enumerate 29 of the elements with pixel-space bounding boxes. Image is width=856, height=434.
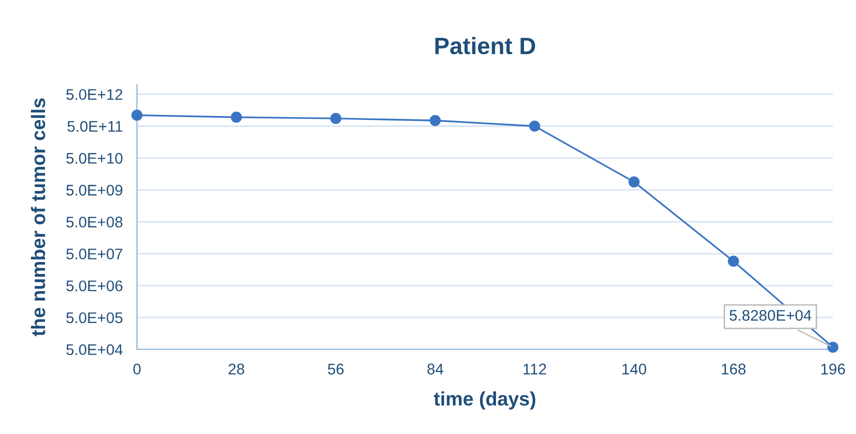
point xyxy=(628,176,640,188)
point xyxy=(827,342,838,353)
point xyxy=(230,112,242,123)
y-tick-label: 5.0E+08 xyxy=(66,216,122,228)
x-tick-label: 28 xyxy=(228,364,244,374)
x-tick-label: 196 xyxy=(821,364,845,374)
y-tick-label: 5.0E+04 xyxy=(66,344,123,356)
y-tick-label: 5.0E+07 xyxy=(66,248,122,260)
x-tick-label: 140 xyxy=(622,364,646,374)
point xyxy=(131,110,143,121)
y-tick-label: 5.0E+05 xyxy=(66,312,122,324)
y-tick-label: 5.0E+10 xyxy=(66,152,122,164)
data-label: 5.8280E+04 xyxy=(730,310,812,321)
y-axis-title: the number of tumor cells xyxy=(30,98,46,336)
y-tick-label: 5.0E+11 xyxy=(67,120,122,132)
chart-title: Patient D xyxy=(435,36,536,54)
x-tick-label: 112 xyxy=(524,364,546,374)
x-axis-title: time (days) xyxy=(434,391,536,410)
point xyxy=(529,120,540,132)
y-tick-label: 5.0E+09 xyxy=(66,184,122,196)
x-tick-label: 168 xyxy=(722,364,746,374)
point xyxy=(330,112,342,124)
y-tick-label: 5.0E+12 xyxy=(66,89,122,100)
x-tick-label: 84 xyxy=(427,364,444,374)
x-tick-label: 0 xyxy=(133,364,141,374)
x-tick-label: 56 xyxy=(328,364,344,374)
point xyxy=(430,114,441,126)
point xyxy=(728,256,740,267)
y-tick-label: 5.0E+06 xyxy=(66,280,122,292)
